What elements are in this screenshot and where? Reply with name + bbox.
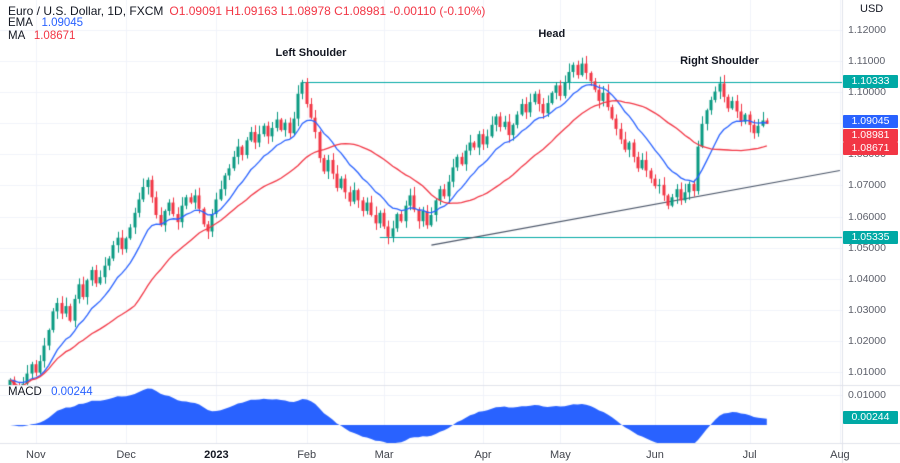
price-axis-tick: 1.07000 xyxy=(848,179,886,192)
price-axis-tick: 1.04000 xyxy=(848,272,886,285)
time-axis-tick: Nov xyxy=(26,449,46,461)
price-axis-tick: 1.10000 xyxy=(848,86,886,99)
ema-value: 1.09045 xyxy=(41,17,84,29)
time-axis-tick: Mar xyxy=(374,449,394,461)
price-axis-tick: 1.02000 xyxy=(848,334,886,347)
macd-value: 0.00244 xyxy=(51,386,93,398)
ema-label: EMA xyxy=(8,17,33,29)
time-axis-tick: Dec xyxy=(116,449,136,461)
pattern-annotation: Head xyxy=(538,28,566,41)
pattern-annotation: Left Shoulder xyxy=(275,47,347,60)
price-axis-tick: 1.12000 xyxy=(848,24,886,36)
price-tag: 1.05335 xyxy=(843,230,898,244)
time-axis-tick: Jul xyxy=(742,449,757,461)
macd-tag: 0.00244 xyxy=(843,411,898,425)
ma-value: 1.08671 xyxy=(33,30,76,42)
time-axis-tick: May xyxy=(550,449,571,461)
ema-legend[interactable]: EMA 1.09045 xyxy=(8,17,83,29)
time-axis-tick: Aug xyxy=(830,449,850,461)
time-axis-tick: Jun xyxy=(646,449,664,461)
quote-currency-label: USD xyxy=(860,3,884,15)
symbol-title: Euro / U.S. Dollar, 1D, FXCM xyxy=(8,4,164,18)
time-axis-tick: Feb xyxy=(297,449,317,461)
price-axis-tick: 1.06000 xyxy=(848,210,886,223)
ma-legend[interactable]: MA 1.08671 xyxy=(8,30,75,42)
price-axis-tick: 1.03000 xyxy=(848,303,886,316)
time-axis-tick: Apr xyxy=(474,449,492,461)
price-axis-tick: 1.01000 xyxy=(848,365,886,378)
price-tag: 1.10333 xyxy=(843,75,898,89)
price-tag: 1.09045 xyxy=(843,115,898,129)
symbol-header[interactable]: Euro / U.S. Dollar, 1D, FXCM O1.09091 H1.… xyxy=(8,4,485,18)
pattern-annotation: Right Shoulder xyxy=(680,55,759,68)
macd-axis-tick: 0.01000 xyxy=(848,389,886,401)
ma-label: MA xyxy=(8,30,25,42)
price-tag: 1.08671 xyxy=(843,142,898,156)
price-axis-tick: 1.05000 xyxy=(848,241,886,254)
price-axis-tick: 1.11000 xyxy=(848,55,886,68)
macd-label: MACD xyxy=(8,386,42,398)
price-tag: 1.08981 xyxy=(843,128,898,142)
time-axis-tick: 2023 xyxy=(204,449,229,461)
macd-legend[interactable]: MACD 0.00244 xyxy=(8,386,93,398)
ohlc-readout: O1.09091 H1.09163 L1.08978 C1.08981 -0.0… xyxy=(169,4,486,18)
